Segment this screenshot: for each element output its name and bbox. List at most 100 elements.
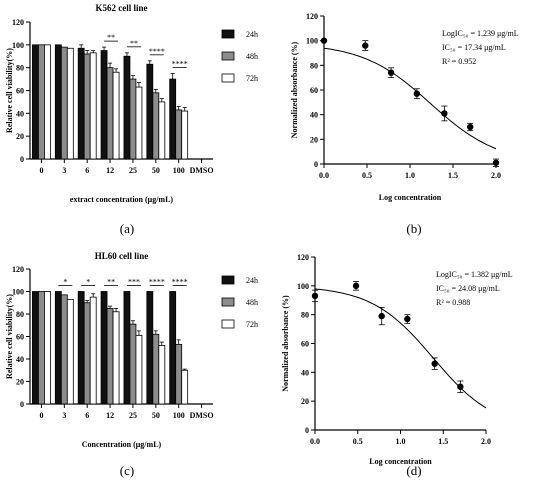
y-axis-label: Relative cell viability(%) <box>5 294 14 379</box>
bar-48h <box>106 67 114 160</box>
y-tick-label: 120 <box>12 265 24 274</box>
y-tick-label: 0 <box>20 400 24 409</box>
fit-curve <box>314 288 487 409</box>
bar-24h <box>169 78 177 160</box>
y-tick-label: 60 <box>310 86 318 95</box>
y-tick-label: 100 <box>12 41 24 50</box>
x-tick-label: 12 <box>106 166 114 175</box>
r2-annotation: R² = 0.952 <box>442 57 476 66</box>
bar-24h <box>100 291 108 405</box>
y-tick-label: 80 <box>301 311 309 320</box>
legend-swatch-48h <box>221 297 235 307</box>
legend-swatch-72h <box>221 319 235 329</box>
y-tick-label: 80 <box>16 310 24 319</box>
significance-label: * <box>63 278 67 287</box>
panel-label-d: (d) <box>406 463 421 478</box>
fit-curve <box>323 47 497 150</box>
ic50-annotation: IC₅₀ = 17.34 μg/mL <box>442 43 506 52</box>
y-tick-label: 120 <box>306 12 318 21</box>
bar-24h <box>77 47 85 160</box>
bar-48h <box>38 44 45 160</box>
legend-label-72h: 72h <box>246 320 258 329</box>
significance-label: ** <box>130 39 138 48</box>
y-tick-label: 0 <box>20 155 24 164</box>
bar-48h <box>83 302 91 405</box>
data-point <box>362 42 369 49</box>
bar-48h <box>106 307 114 405</box>
bar-72h <box>158 345 166 405</box>
bar-24h <box>54 44 62 160</box>
x-tick-label: 100 <box>173 411 185 420</box>
logic50-annotation: LogIC₅₀ = 1.382 μg/mL <box>436 270 513 279</box>
legend-label-72h: 72h <box>246 74 258 83</box>
panel-label-a: (a) <box>120 221 134 236</box>
x-axis-label: Log concentration <box>379 193 442 202</box>
x-axis-label: extract concentration (μg/mL) <box>70 195 174 204</box>
x-tick-label: 3 <box>62 166 66 175</box>
bar-48h <box>129 78 137 160</box>
y-axis-label: Normalized absorbance (%) <box>281 295 290 392</box>
y-tick-label: 40 <box>310 111 318 120</box>
data-point <box>320 37 328 44</box>
x-tick-label: 1.0 <box>405 171 415 180</box>
significance-label: **** <box>172 59 188 68</box>
bar-72h <box>112 71 120 160</box>
bar-48h <box>129 323 137 405</box>
data-point <box>431 360 438 367</box>
data-point <box>457 383 464 390</box>
bar-48h <box>152 92 160 160</box>
bar-24h <box>32 44 39 160</box>
x-tick-label: 0.5 <box>362 171 372 180</box>
legend-label-48h: 48h <box>246 52 258 61</box>
y-tick-label: 60 <box>16 87 24 96</box>
x-tick-label: 100 <box>173 166 185 175</box>
legend-swatch-48h <box>221 51 235 61</box>
data-point <box>311 292 319 300</box>
significance-label: *** <box>128 278 140 287</box>
chart-title: K562 cell line <box>96 3 148 13</box>
y-tick-label: 100 <box>12 288 24 297</box>
r2-annotation: R² = 0.988 <box>436 298 470 307</box>
bar-24h <box>146 63 154 160</box>
x-tick-label: 2.0 <box>491 171 501 180</box>
y-axis-label: Normalized absorbance (%) <box>290 41 299 138</box>
y-tick-label: 20 <box>16 132 24 141</box>
x-tick-label: 3 <box>62 411 66 420</box>
data-point <box>387 69 395 76</box>
y-tick-label: 40 <box>16 109 24 118</box>
y-tick-label: 0 <box>305 426 309 435</box>
x-tick-label: DMSO <box>190 166 214 175</box>
bar-72h <box>89 296 97 405</box>
data-point <box>378 312 385 320</box>
x-tick-label: 1.0 <box>396 437 406 446</box>
y-tick-label: 80 <box>16 64 24 73</box>
bar-48h <box>38 291 45 405</box>
y-tick-label: 20 <box>16 378 24 387</box>
y-tick-label: 100 <box>306 37 318 46</box>
panel-d-hl60-dose-response: 0 20 40 60 80 100 120 0.0 0.5 1.0 1.5 2.0 Normalized… <box>281 253 513 466</box>
y-tick-label: 120 <box>12 18 24 27</box>
y-tick-label: 20 <box>310 135 318 144</box>
bar-48h <box>175 343 183 405</box>
bar-72h <box>66 298 74 405</box>
legend-label-24h: 24h <box>246 30 258 39</box>
panel-b-k562-dose-response: 0 20 40 60 80 100 120 0.0 0.5 1.0 1.5 2.0 Normalized… <box>290 12 519 202</box>
x-tick-label: 2.0 <box>481 437 491 446</box>
x-tick-label: 50 <box>152 411 160 420</box>
y-tick-label: 40 <box>16 355 24 364</box>
significance-label: **** <box>172 278 188 287</box>
ic50-annotation: IC₅₀ = 24.08 μg/mL <box>436 284 500 293</box>
x-tick-label: 25 <box>129 411 137 420</box>
panel-label-c: (c) <box>120 463 134 478</box>
chart-title: HL60 cell line <box>95 251 149 261</box>
bar-24h <box>100 50 108 160</box>
x-tick-label: 12 <box>106 411 114 420</box>
x-tick-label: 6 <box>85 166 89 175</box>
x-tick-label: DMSO <box>190 411 214 420</box>
x-tick-label: 0 <box>39 166 43 175</box>
x-tick-label: 1.5 <box>438 437 448 446</box>
y-tick-label: 120 <box>297 253 309 262</box>
x-axis-label: Log concentration <box>369 457 432 466</box>
